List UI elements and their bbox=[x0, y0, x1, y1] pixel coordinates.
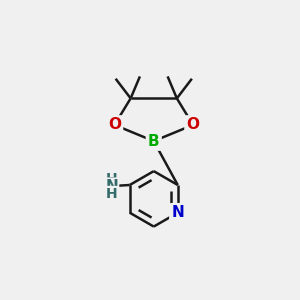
Text: O: O bbox=[108, 117, 121, 132]
Text: O: O bbox=[187, 117, 200, 132]
Text: B: B bbox=[148, 134, 160, 148]
Text: H: H bbox=[106, 187, 118, 200]
Text: N: N bbox=[105, 178, 118, 194]
Text: N: N bbox=[171, 205, 184, 220]
Text: H: H bbox=[106, 172, 118, 186]
